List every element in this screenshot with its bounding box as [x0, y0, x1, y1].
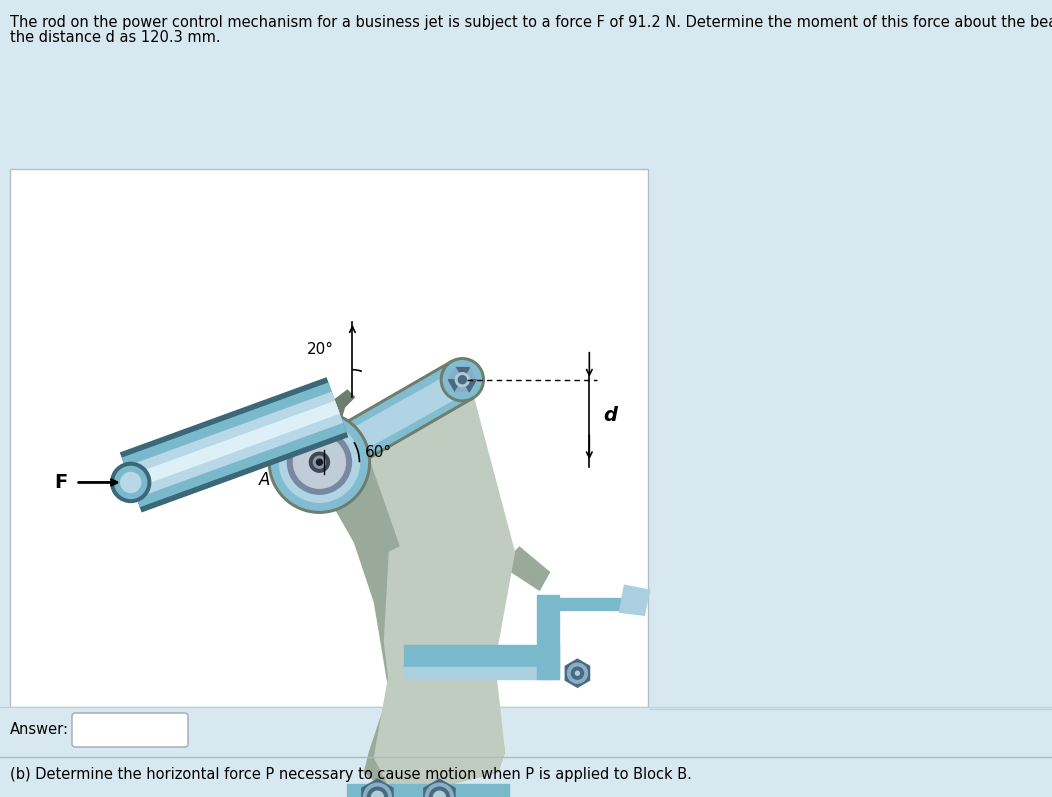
Polygon shape — [565, 659, 589, 687]
Text: d: d — [604, 406, 618, 426]
Circle shape — [433, 791, 445, 797]
Circle shape — [425, 783, 453, 797]
Circle shape — [367, 787, 387, 797]
Text: Answer:: Answer: — [11, 723, 69, 737]
Circle shape — [313, 456, 325, 468]
Polygon shape — [448, 379, 462, 392]
Circle shape — [363, 783, 391, 797]
Polygon shape — [462, 379, 477, 392]
Polygon shape — [462, 367, 477, 379]
Text: F: F — [55, 473, 67, 492]
Circle shape — [268, 411, 370, 513]
Circle shape — [567, 663, 587, 683]
Polygon shape — [448, 367, 462, 379]
Polygon shape — [369, 375, 514, 797]
Polygon shape — [424, 779, 456, 797]
Polygon shape — [456, 379, 469, 392]
FancyBboxPatch shape — [11, 169, 648, 707]
Polygon shape — [384, 537, 469, 752]
FancyBboxPatch shape — [72, 713, 188, 747]
Polygon shape — [0, 707, 648, 797]
Text: 60°: 60° — [364, 445, 391, 460]
Text: A: A — [259, 471, 270, 489]
Circle shape — [317, 459, 322, 465]
Text: 20°: 20° — [307, 342, 333, 357]
Circle shape — [429, 787, 449, 797]
Circle shape — [115, 466, 146, 498]
Polygon shape — [317, 372, 465, 469]
Circle shape — [450, 367, 474, 391]
Circle shape — [121, 473, 141, 493]
Text: the distance d as 120.3 mm.: the distance d as 120.3 mm. — [11, 30, 221, 45]
Polygon shape — [554, 599, 640, 611]
Circle shape — [575, 671, 580, 675]
Polygon shape — [404, 646, 560, 667]
Polygon shape — [456, 367, 469, 379]
Circle shape — [110, 462, 150, 502]
Polygon shape — [308, 361, 473, 481]
Circle shape — [309, 452, 329, 472]
Polygon shape — [347, 784, 509, 797]
Circle shape — [287, 430, 351, 494]
Circle shape — [459, 375, 466, 383]
Circle shape — [441, 358, 484, 402]
Circle shape — [443, 361, 482, 398]
Polygon shape — [620, 585, 649, 615]
Text: The rod on the power control mechanism for a business jet is subject to a force : The rod on the power control mechanism f… — [11, 15, 1052, 30]
Circle shape — [371, 791, 383, 797]
Polygon shape — [538, 595, 560, 679]
Circle shape — [571, 667, 584, 679]
Polygon shape — [404, 667, 560, 679]
Circle shape — [271, 414, 367, 510]
Text: (b) Determine the horizontal force P necessary to cause motion when P is applied: (b) Determine the horizontal force P nec… — [11, 768, 692, 783]
Circle shape — [280, 422, 360, 502]
Polygon shape — [311, 391, 355, 442]
Circle shape — [456, 373, 469, 387]
Polygon shape — [362, 779, 393, 797]
Polygon shape — [315, 375, 549, 797]
Polygon shape — [310, 363, 472, 479]
Circle shape — [294, 436, 345, 489]
